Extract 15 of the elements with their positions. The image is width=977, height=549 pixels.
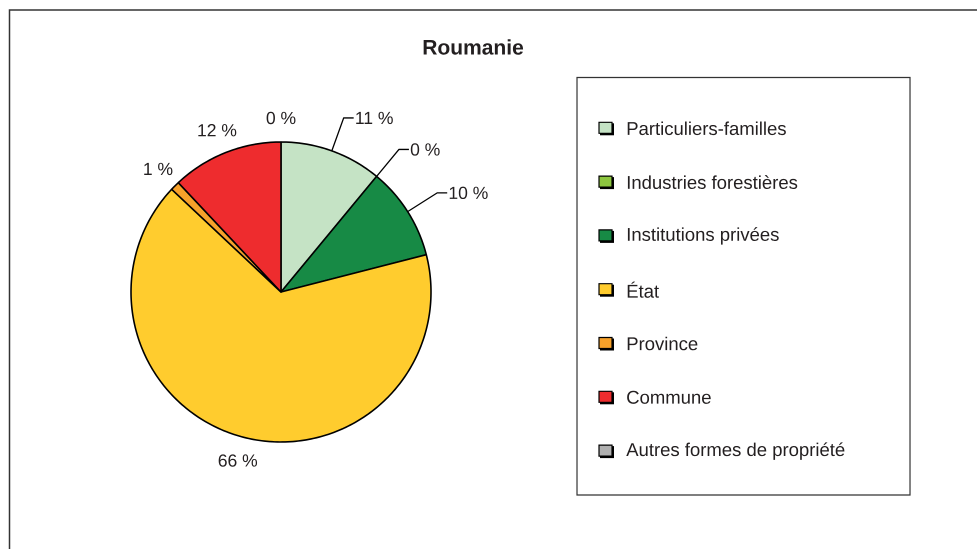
legend-label: État [628, 282, 659, 298]
data-label: 66 % [218, 454, 258, 467]
legend-label: Institutions privées [628, 227, 779, 245]
data-label: 12 % [198, 124, 236, 136]
data-label: 11 % [356, 112, 393, 124]
text: 0 % [266, 112, 296, 124]
legend-label: Autres formes de propriété [626, 442, 844, 460]
legend-label: Commune [627, 390, 711, 404]
data-label: 1 % [144, 162, 172, 176]
legend-label: Particuliers-familles [628, 121, 786, 136]
chart-title: Roumanie [424, 39, 524, 55]
data-label: 10 % [450, 186, 488, 200]
text: 0 % [410, 143, 440, 156]
legend-label: Province [628, 336, 698, 350]
legend-label: Industries forestières [628, 175, 798, 190]
